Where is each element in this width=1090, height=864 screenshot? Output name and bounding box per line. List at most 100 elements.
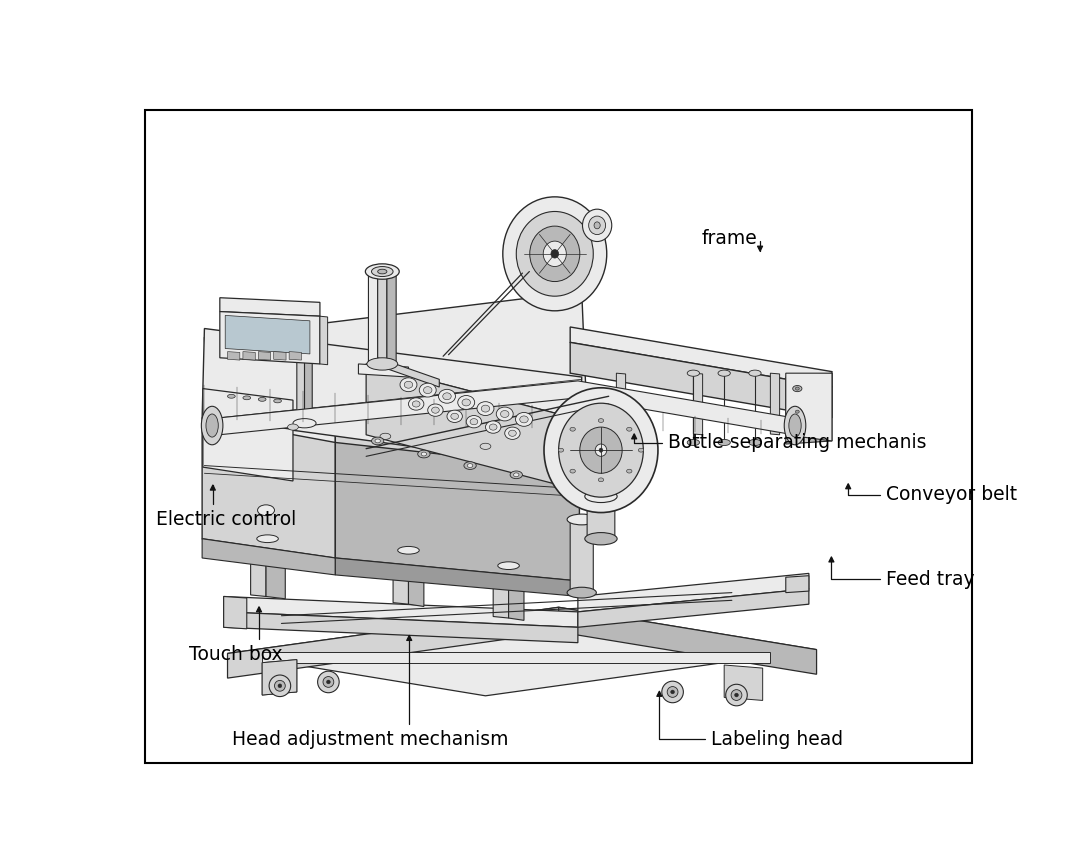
Polygon shape	[205, 415, 336, 546]
Ellipse shape	[485, 421, 501, 433]
Ellipse shape	[367, 358, 398, 370]
Polygon shape	[368, 270, 377, 365]
Ellipse shape	[667, 687, 678, 697]
Text: Feed tray: Feed tray	[828, 557, 974, 589]
Text: frame: frame	[701, 229, 763, 251]
Ellipse shape	[792, 428, 802, 434]
Ellipse shape	[377, 270, 387, 274]
Polygon shape	[202, 418, 336, 558]
Polygon shape	[387, 272, 396, 366]
Ellipse shape	[796, 429, 799, 433]
Polygon shape	[377, 271, 387, 366]
Ellipse shape	[595, 444, 607, 456]
Polygon shape	[570, 342, 832, 418]
Polygon shape	[809, 373, 832, 442]
Polygon shape	[578, 588, 809, 627]
Ellipse shape	[559, 403, 643, 497]
Ellipse shape	[496, 407, 513, 421]
Ellipse shape	[662, 681, 683, 702]
Ellipse shape	[558, 448, 564, 452]
Polygon shape	[228, 352, 240, 360]
Polygon shape	[336, 558, 580, 596]
Polygon shape	[616, 373, 626, 435]
Polygon shape	[289, 352, 302, 360]
Ellipse shape	[792, 385, 802, 391]
Polygon shape	[578, 574, 809, 612]
Ellipse shape	[530, 226, 580, 282]
Ellipse shape	[589, 216, 606, 235]
Polygon shape	[786, 376, 809, 444]
Ellipse shape	[639, 448, 644, 452]
Ellipse shape	[421, 452, 426, 456]
Ellipse shape	[269, 675, 291, 696]
Polygon shape	[393, 550, 409, 604]
Polygon shape	[359, 364, 409, 377]
Ellipse shape	[243, 396, 251, 400]
Ellipse shape	[400, 378, 417, 391]
Ellipse shape	[567, 514, 596, 524]
Ellipse shape	[365, 264, 399, 279]
Polygon shape	[263, 652, 771, 663]
Ellipse shape	[323, 677, 334, 688]
Ellipse shape	[498, 562, 519, 569]
Polygon shape	[771, 373, 779, 435]
Polygon shape	[202, 539, 336, 575]
Polygon shape	[493, 566, 509, 618]
Ellipse shape	[726, 684, 748, 706]
Ellipse shape	[582, 209, 611, 242]
Ellipse shape	[458, 396, 475, 410]
Ellipse shape	[380, 433, 390, 440]
Ellipse shape	[516, 412, 532, 426]
Text: Conveyor belt: Conveyor belt	[846, 484, 1017, 505]
Polygon shape	[223, 612, 578, 643]
Polygon shape	[570, 327, 832, 387]
Ellipse shape	[274, 399, 281, 403]
Polygon shape	[228, 607, 816, 696]
Ellipse shape	[464, 461, 476, 469]
Ellipse shape	[580, 427, 622, 473]
Polygon shape	[320, 316, 328, 365]
Polygon shape	[559, 607, 816, 674]
Ellipse shape	[718, 370, 730, 376]
Ellipse shape	[468, 464, 473, 467]
Ellipse shape	[420, 384, 436, 397]
Ellipse shape	[257, 505, 275, 516]
Polygon shape	[786, 373, 832, 441]
Ellipse shape	[278, 684, 282, 688]
Polygon shape	[304, 308, 312, 425]
Polygon shape	[266, 541, 286, 599]
Polygon shape	[220, 298, 320, 316]
Text: Bottle separating mechanis: Bottle separating mechanis	[632, 434, 926, 453]
Ellipse shape	[784, 406, 806, 445]
Ellipse shape	[687, 440, 700, 446]
Ellipse shape	[731, 689, 742, 701]
Ellipse shape	[482, 405, 489, 412]
Ellipse shape	[317, 671, 339, 693]
Ellipse shape	[427, 404, 444, 416]
Ellipse shape	[257, 535, 278, 543]
Ellipse shape	[447, 410, 462, 422]
Ellipse shape	[409, 397, 424, 410]
Ellipse shape	[543, 241, 567, 266]
Ellipse shape	[567, 588, 596, 598]
Polygon shape	[366, 364, 608, 436]
Ellipse shape	[670, 690, 675, 694]
Polygon shape	[377, 358, 439, 387]
Ellipse shape	[789, 414, 801, 437]
Ellipse shape	[500, 410, 509, 417]
Polygon shape	[570, 519, 593, 593]
Polygon shape	[243, 352, 255, 360]
Polygon shape	[220, 312, 320, 364]
Polygon shape	[786, 575, 809, 593]
Ellipse shape	[594, 222, 601, 229]
Polygon shape	[509, 568, 524, 620]
Ellipse shape	[505, 427, 520, 440]
Ellipse shape	[451, 413, 459, 419]
Ellipse shape	[258, 397, 266, 401]
Ellipse shape	[517, 212, 593, 296]
Ellipse shape	[792, 409, 802, 415]
Ellipse shape	[513, 473, 519, 477]
Ellipse shape	[600, 448, 603, 452]
Ellipse shape	[585, 490, 617, 503]
Ellipse shape	[275, 681, 286, 691]
